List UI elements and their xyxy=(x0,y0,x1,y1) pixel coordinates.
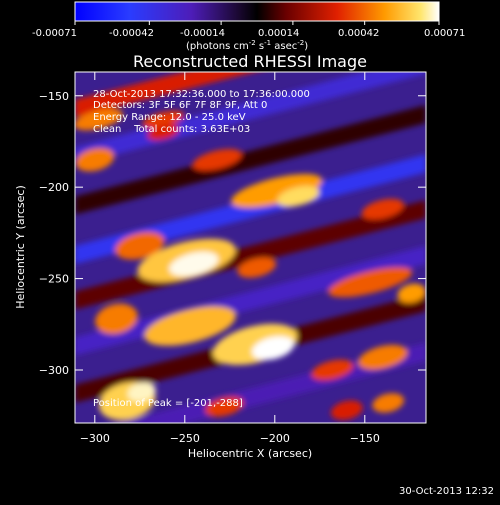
heatmap-blob-5 xyxy=(231,174,323,208)
y-tick-label-1: −200 xyxy=(39,181,69,194)
heatmap-blob-4 xyxy=(192,148,242,171)
heatmap-blob-18 xyxy=(311,359,354,381)
heatmap-blob-13 xyxy=(397,283,426,303)
x-tick-label-3: −150 xyxy=(350,432,380,445)
colorbar-tick-label-4: 0.00042 xyxy=(338,28,379,39)
heatmap-blob-7 xyxy=(361,198,404,220)
annotation-line-energy: Energy Range: 12.0 - 25.0 keV xyxy=(93,112,246,123)
y-tick-label-2: −250 xyxy=(39,273,69,286)
colorbar-ticks xyxy=(74,21,440,25)
chart-title: Reconstructed RHESSI Image xyxy=(133,52,367,71)
heatmap-band-4 xyxy=(75,200,426,310)
plot-area: −300 −250 −200 −150 −150 −200 −250 −300 xyxy=(39,71,427,445)
heatmap-blob-17 xyxy=(251,336,295,360)
heatmap-band-0 xyxy=(75,72,254,118)
heatmap-blob-19 xyxy=(358,344,408,370)
heatmap-blob-24 xyxy=(372,393,405,413)
heatmap-blob-11 xyxy=(237,257,277,278)
heatmap-blob-23 xyxy=(330,400,363,420)
heatmap-blob-3 xyxy=(75,148,115,172)
heatmap-blob-10 xyxy=(169,251,219,277)
annotation-line-detectors: Detectors: 3F 5F 6F 7F 8F 9F, Att 0 xyxy=(93,100,267,111)
colorbar: -0.00071 -0.00042 -0.00014 0.00014 0.000… xyxy=(32,1,465,52)
colorbar-tick-label-5: 0.00071 xyxy=(424,28,465,39)
y-tick-label-3: −300 xyxy=(39,364,69,377)
heatmap-blob-12 xyxy=(328,267,413,298)
x-tick-label-1: −250 xyxy=(170,432,200,445)
heatmap-blob-0 xyxy=(75,108,123,131)
heatmap-blob-2 xyxy=(147,124,180,141)
heatmap-blob-22 xyxy=(205,396,244,417)
heatmap-band-1 xyxy=(75,72,426,166)
y-tick-label-0: −150 xyxy=(39,90,69,103)
heatmap-blob-15 xyxy=(144,306,236,346)
colorbar-units: (photons cm-2 s-1 asec-2) xyxy=(186,39,308,52)
heatmap-blob-6 xyxy=(277,186,320,207)
colorbar-tick-label-2: -0.00014 xyxy=(180,28,225,39)
heatmap-blob-14 xyxy=(95,303,138,334)
heatmap-band-2 xyxy=(75,105,426,215)
annotation-block: 28-Oct-2013 17:32:36.000 to 17:36:00.000… xyxy=(93,89,310,409)
heatmap-layer xyxy=(75,72,426,423)
colorbar-tick-label-0: -0.00071 xyxy=(32,28,77,39)
timestamp: 30-Oct-2013 12:32 xyxy=(399,486,494,497)
x-axis-label: Heliocentric X (arcsec) xyxy=(188,447,312,460)
y-axis-label: Heliocentric Y (arcsec) xyxy=(14,185,27,309)
plot-frame xyxy=(74,71,427,424)
colorbar-tick-label-3: 0.00014 xyxy=(258,28,299,39)
peak-position-label: Position of Peak = [-201,-288] xyxy=(93,398,243,409)
heatmap-blob-21 xyxy=(127,382,156,402)
heatmap-blob-1 xyxy=(142,110,185,129)
annotation-line-time: 28-Oct-2013 17:32:36.000 to 17:36:00.000 xyxy=(93,89,310,100)
colorbar-tick-label-1: -0.00042 xyxy=(109,28,154,39)
colorbar-gradient xyxy=(74,1,440,22)
x-tick-label-0: −300 xyxy=(80,432,110,445)
annotation-line-counts: Clean Total counts: 3.63E+03 xyxy=(93,124,250,135)
x-tick-label-2: −200 xyxy=(260,432,290,445)
heatmap-band-3 xyxy=(75,154,426,264)
x-ticks: −300 −250 −200 −150 xyxy=(80,72,380,445)
y-ticks: −150 −200 −250 −300 xyxy=(39,90,426,377)
heatmap-blob-8 xyxy=(115,231,165,260)
